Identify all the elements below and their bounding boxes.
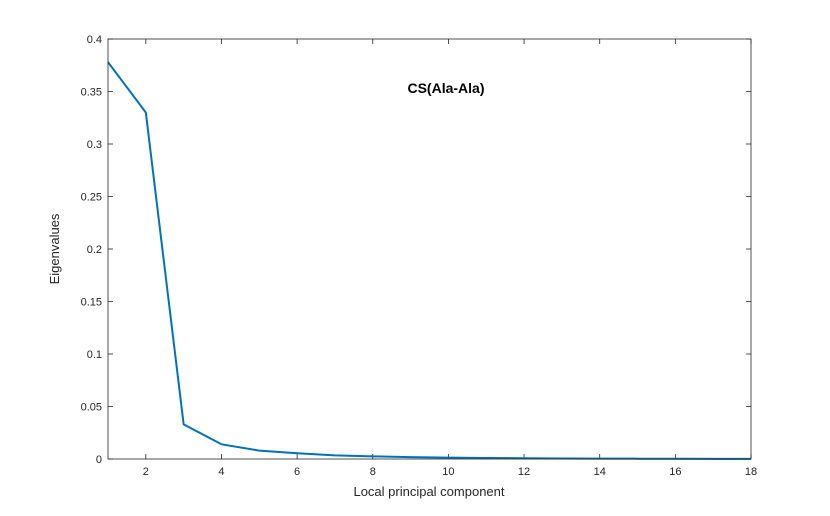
y-tick-label: 0.05 (81, 402, 102, 414)
x-tick-label: 16 (669, 466, 681, 478)
data-point (334, 454, 336, 456)
x-tick-label: 8 (370, 466, 376, 478)
data-point (183, 423, 185, 425)
y-tick-label: 0.25 (81, 192, 102, 204)
y-tick-label: 0.4 (87, 34, 102, 46)
y-tick-label: 0.35 (81, 87, 102, 99)
x-tick-label: 2 (143, 466, 149, 478)
x-tick-label: 4 (218, 466, 224, 478)
ticks-layer: 2 4 6 8 10 12 14 16 18 0 0.05 0.1 0.15 0.2 0.25 0.3 0.35… (81, 34, 758, 478)
y-tick-label: 0.3 (87, 139, 102, 151)
y-tick-label: 0.1 (87, 349, 102, 361)
data-point (410, 456, 412, 458)
data-point (296, 452, 298, 454)
plot-frame (107, 38, 752, 460)
chart-annotation: CS(Ala-Ala) (407, 80, 484, 96)
y-tick-label: 0 (96, 454, 102, 466)
y-tick-label: 0.2 (87, 244, 102, 256)
y-axis-label: Eigenvalues (47, 213, 62, 284)
data-point (372, 455, 374, 457)
data-point (220, 443, 222, 445)
x-tick-label: 14 (594, 466, 606, 478)
x-tick-label: 10 (442, 466, 454, 478)
data-point (258, 450, 260, 452)
x-tick-label: 18 (745, 466, 757, 478)
x-axis-label: Local principal component (353, 484, 504, 499)
data-point (447, 457, 449, 459)
y-tick-label: 0.15 (81, 297, 102, 309)
plot-area-background (108, 39, 751, 459)
x-tick-label: 6 (294, 466, 300, 478)
data-point (145, 112, 147, 114)
x-tick-label: 12 (518, 466, 530, 478)
